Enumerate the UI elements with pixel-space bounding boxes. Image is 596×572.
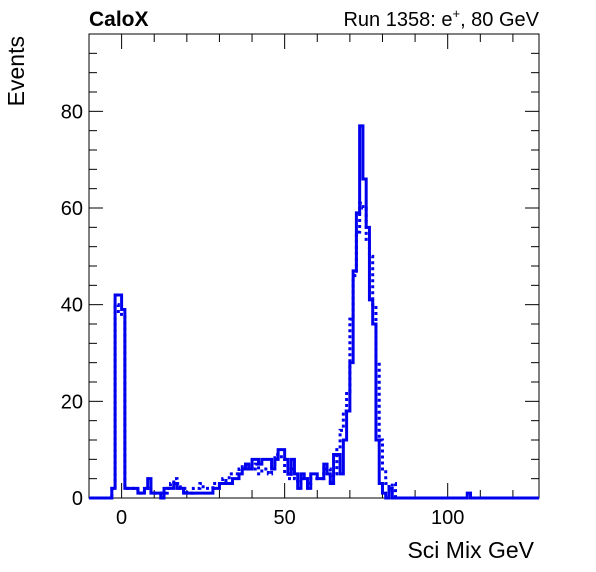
header-right-prefix: Run 1358: e xyxy=(343,9,452,31)
header-right-suffix: , 80 GeV xyxy=(460,9,540,31)
series-dotted-histogram xyxy=(89,201,539,500)
y-axis-title: Events xyxy=(3,36,29,106)
y-tick-label: 80 xyxy=(61,101,83,123)
axis-ticks: 0 50 100 0 20 40 60 80 xyxy=(61,33,539,529)
y-tick-label: 40 xyxy=(61,295,83,317)
x-tick-label: 100 xyxy=(431,507,464,529)
y-tick-label: 0 xyxy=(72,488,83,510)
x-tick-label: 50 xyxy=(274,507,296,529)
series-solid-histogram xyxy=(89,124,539,500)
header-right-label: Run 1358: e+, 80 GeV xyxy=(343,6,539,31)
plot-frame xyxy=(88,33,540,499)
header-left-label: CaloX xyxy=(89,8,149,31)
series-group xyxy=(89,124,539,500)
x-axis-title: Sci Mix GeV xyxy=(407,537,534,563)
header-right-sup: + xyxy=(452,6,460,21)
x-tick-label: 0 xyxy=(116,507,127,529)
y-tick-label: 20 xyxy=(61,391,83,413)
y-tick-label: 60 xyxy=(61,198,83,220)
